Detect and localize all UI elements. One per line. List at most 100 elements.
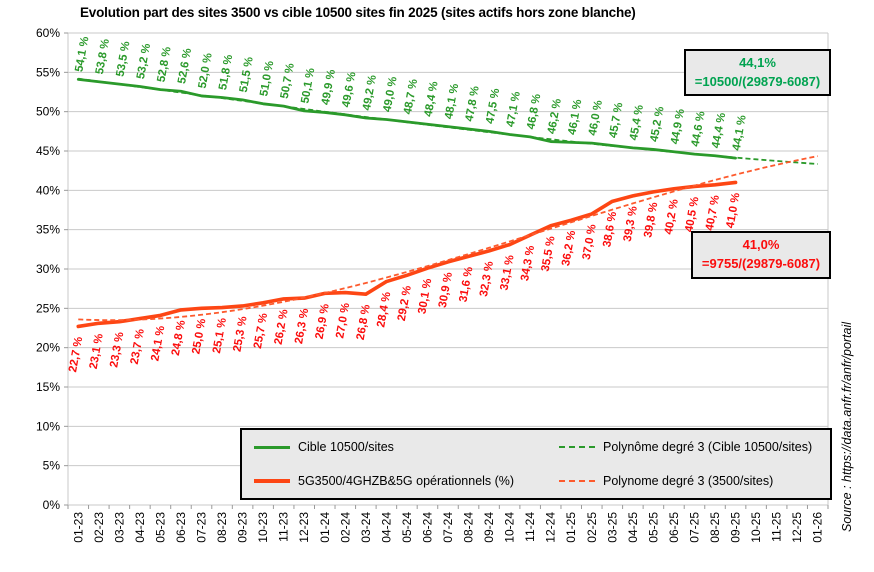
trendline-green-dashed (78, 77, 818, 165)
data-label: 32,3 % (478, 260, 496, 297)
data-label: 47,8 % (464, 85, 482, 122)
annotation-green-formula: =10500/(29879-6087) (694, 73, 821, 89)
svg-text:03-23: 03-23 (112, 512, 126, 543)
svg-text:50%: 50% (36, 105, 60, 119)
annotation-box-red: 41,0% =9755/(29879-6087) (691, 231, 831, 279)
legend-label: 5G3500/4GHZB&5G opérationnels (%) (298, 474, 515, 488)
data-label: 34,3 % (519, 245, 537, 282)
data-label: 23,1 % (88, 333, 106, 370)
data-label: 37,0 % (581, 223, 599, 260)
legend-item-cible: Cible 10500/sites (254, 440, 559, 454)
x-axis-labels: 01-23 02-23 03-23 04-23 05-23 06-23 07-23 08-23… (71, 512, 824, 543)
data-label: 41,0 % (724, 192, 742, 229)
legend-label: Polynôme degré 3 (Cible 10500/sites) (603, 440, 813, 454)
series-cible-labels: 54,1 % 53,8 % 53,5 % 53,2 % 52,8 % 52,6 % 52,0… (73, 36, 748, 152)
data-label: 46,1 % (566, 99, 584, 136)
data-label: 30,1 % (416, 278, 434, 315)
data-label: 44,9 % (669, 108, 687, 145)
svg-text:12-23: 12-23 (297, 512, 311, 543)
data-label: 25,3 % (232, 315, 250, 352)
legend: Cible 10500/sites Polynôme degré 3 (Cibl… (240, 428, 832, 500)
data-label: 40,5 % (683, 196, 701, 233)
data-label: 30,9 % (437, 271, 455, 308)
data-label: 23,3 % (108, 331, 126, 368)
data-label: 48,7 % (402, 78, 420, 115)
data-label: 27,0 % (334, 302, 352, 339)
svg-text:11-23: 11-23 (277, 512, 291, 542)
svg-text:06-23: 06-23 (174, 512, 188, 543)
data-label: 46,0 % (587, 99, 605, 136)
svg-text:55%: 55% (36, 65, 60, 79)
data-label: 26,2 % (273, 308, 291, 345)
legend-swatch-green-dashed (559, 446, 595, 448)
data-label: 52,8 % (156, 46, 174, 83)
data-label: 52,0 % (197, 52, 215, 89)
data-label: 54,1 % (73, 36, 91, 73)
svg-text:06-25: 06-25 (667, 512, 681, 543)
svg-text:01-26: 01-26 (811, 512, 825, 543)
svg-text:35%: 35% (36, 223, 60, 237)
svg-text:09-23: 09-23 (236, 512, 250, 543)
legend-item-poly-3500: Polynome degré 3 (3500/sites) (559, 474, 830, 488)
svg-text:20%: 20% (36, 341, 60, 355)
data-label: 35,5 % (540, 235, 558, 272)
svg-text:10-24: 10-24 (503, 512, 517, 543)
svg-text:09-25: 09-25 (729, 512, 743, 543)
data-label: 49,0 % (382, 76, 400, 113)
svg-text:02-23: 02-23 (92, 512, 106, 543)
data-label: 25,0 % (190, 318, 208, 355)
svg-text:02-25: 02-25 (585, 512, 599, 543)
data-label: 51,0 % (258, 60, 276, 97)
data-label: 45,4 % (628, 104, 646, 141)
svg-text:15%: 15% (36, 380, 60, 394)
data-label: 24,8 % (170, 319, 188, 356)
annotation-red-value: 41,0% (742, 237, 780, 252)
data-label: 50,7 % (279, 62, 297, 99)
series-5g3500 (76, 180, 738, 329)
legend-item-5g3500: 5G3500/4GHZB&5G opérationnels (%) (254, 474, 559, 488)
data-label: 28,4 % (375, 291, 393, 328)
data-label: 53,2 % (135, 43, 153, 80)
svg-text:04-23: 04-23 (133, 512, 147, 543)
data-label: 49,2 % (361, 74, 379, 111)
svg-text:25%: 25% (36, 301, 60, 315)
svg-text:03-24: 03-24 (359, 512, 373, 543)
data-label: 53,8 % (94, 38, 112, 75)
data-label: 29,2 % (396, 285, 414, 322)
svg-text:03-25: 03-25 (605, 512, 619, 543)
chart-title: Evolution part des sites 3500 vs cible 1… (80, 5, 636, 20)
data-label: 46,2 % (546, 98, 564, 135)
data-label: 48,4 % (423, 80, 441, 117)
svg-text:07-25: 07-25 (687, 512, 701, 543)
svg-text:10-25: 10-25 (749, 512, 763, 543)
data-label: 52,6 % (176, 47, 194, 84)
data-label: 48,1 % (443, 83, 461, 120)
data-label: 31,6 % (457, 266, 475, 303)
annotation-red-formula: =9755/(29879-6087) (701, 255, 821, 271)
svg-text:40%: 40% (36, 183, 60, 197)
legend-swatch-red-dashed (559, 480, 595, 482)
data-label: 25,1 % (211, 317, 229, 354)
svg-text:09-24: 09-24 (482, 512, 496, 543)
svg-text:08-24: 08-24 (462, 512, 476, 543)
svg-text:01-23: 01-23 (71, 512, 85, 543)
data-label: 25,7 % (252, 312, 270, 349)
data-label: 47,5 % (484, 88, 502, 125)
data-label: 40,7 % (704, 194, 722, 231)
svg-text:30%: 30% (36, 262, 60, 276)
y-axis-labels: 0% 5% 10% 15% 20% 25% 30% 35% 40% 45% 50% 55% 60% (36, 26, 60, 512)
series-5g3500-labels: 22,7 % 23,1 % 23,3 % 23,7 % 24,1 % 24,8 % 25,0… (67, 192, 742, 373)
svg-text:01-24: 01-24 (318, 512, 332, 543)
data-label: 47,1 % (505, 91, 523, 128)
data-label: 44,4 % (710, 112, 728, 149)
svg-text:06-24: 06-24 (420, 512, 434, 543)
data-label: 24,1 % (149, 325, 167, 362)
svg-text:05-23: 05-23 (153, 512, 167, 543)
data-label: 26,8 % (355, 304, 373, 341)
legend-swatch-red-solid (254, 479, 290, 483)
data-label: 36,2 % (560, 230, 578, 267)
svg-text:45%: 45% (36, 144, 60, 158)
svg-text:07-24: 07-24 (441, 512, 455, 543)
svg-text:11-24: 11-24 (523, 512, 537, 542)
